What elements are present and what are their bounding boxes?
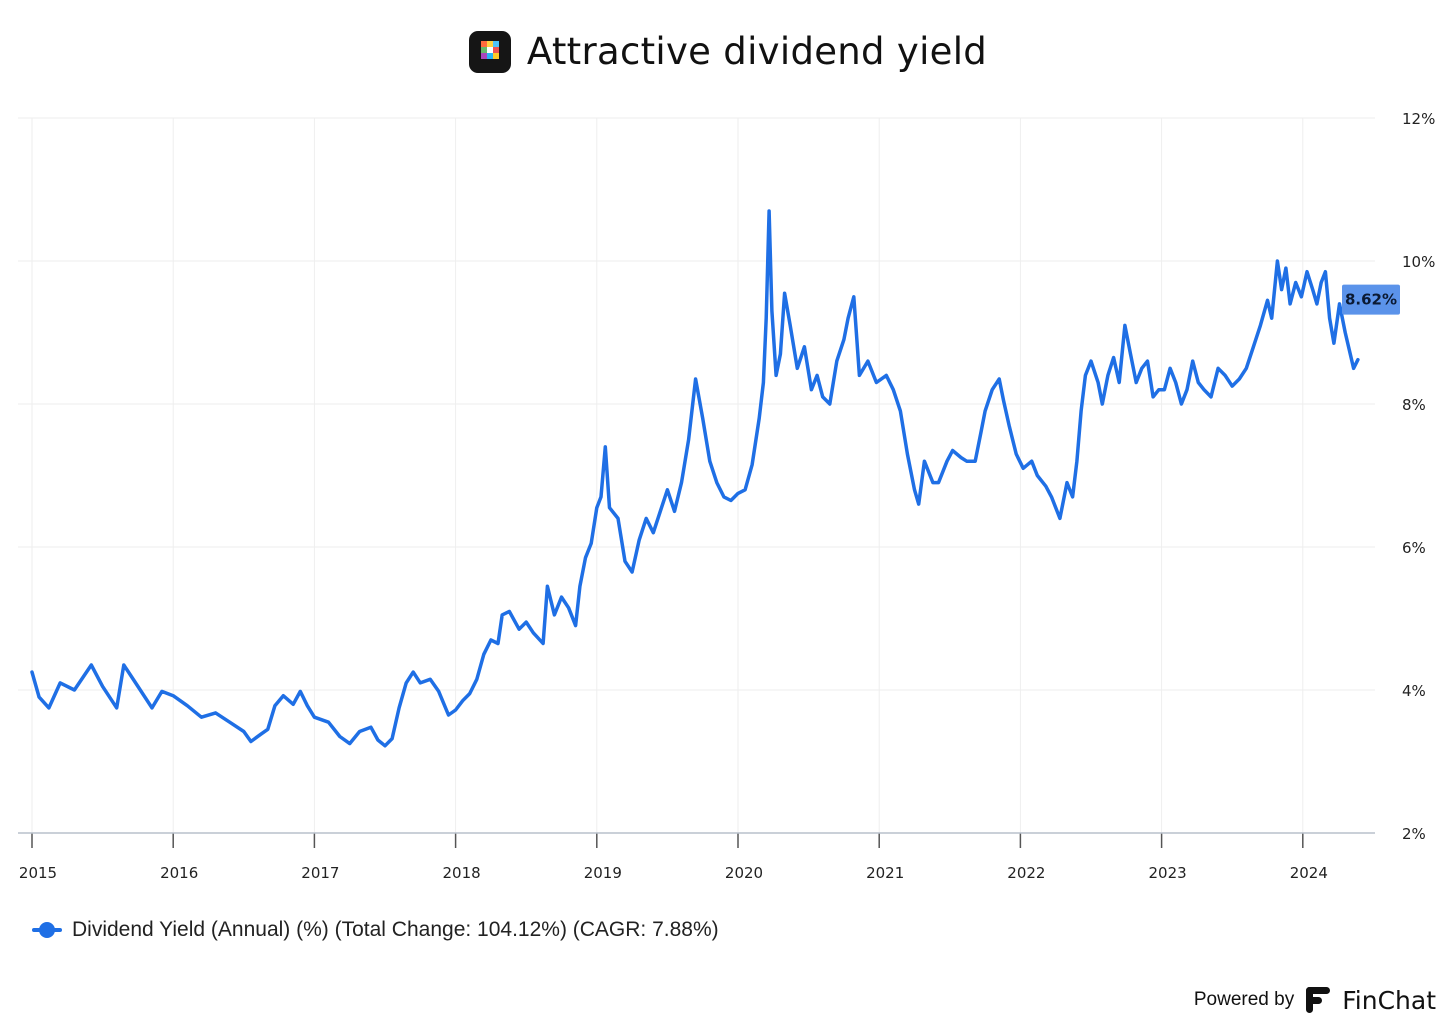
finchat-logo-icon <box>1306 987 1331 1013</box>
y-tick-label: 4% <box>1402 682 1426 700</box>
chart-header: Attractive dividend yield <box>0 30 1456 73</box>
powered-by-label: Powered by <box>1193 989 1295 1010</box>
x-tick-label: 2021 <box>866 864 904 882</box>
y-tick-label: 8% <box>1402 396 1426 414</box>
x-tick-label: 2022 <box>1007 864 1045 882</box>
y-tick-label: 10% <box>1402 253 1435 271</box>
y-tick-label: 6% <box>1402 539 1426 557</box>
line-chart: 2% 4% 6% 8% 10% 12% 2015 2016 2017 2018 2019 2020 20… <box>18 110 1435 882</box>
y-tick-label: 2% <box>1402 825 1426 843</box>
x-tick-label: 2023 <box>1149 864 1187 882</box>
legend-label: Dividend Yield (Annual) (%) (Total Chang… <box>72 918 719 941</box>
y-tick-label: 12% <box>1402 110 1435 128</box>
x-tick-label: 2017 <box>301 864 339 882</box>
brand-name: FinChat <box>1342 985 1436 1015</box>
series-line <box>30 209 1360 748</box>
x-tick-label: 2020 <box>725 864 763 882</box>
powered-by[interactable]: Powered by FinChat <box>1194 985 1436 1015</box>
last-value-label: 8.62% <box>1345 291 1397 309</box>
x-tick-label: 2015 <box>19 864 57 882</box>
x-tick-label: 2019 <box>584 864 622 882</box>
app-icon <box>468 30 511 73</box>
page-title: Attractive dividend yield <box>526 30 988 73</box>
x-tick-label: 2016 <box>160 864 198 882</box>
x-tick-label: 2024 <box>1290 864 1328 882</box>
x-tick-label: 2018 <box>443 864 481 882</box>
chart-legend[interactable]: Dividend Yield (Annual) (%) (Total Chang… <box>32 918 719 942</box>
legend-marker-icon <box>32 922 62 938</box>
last-value-badge <box>1342 284 1400 315</box>
